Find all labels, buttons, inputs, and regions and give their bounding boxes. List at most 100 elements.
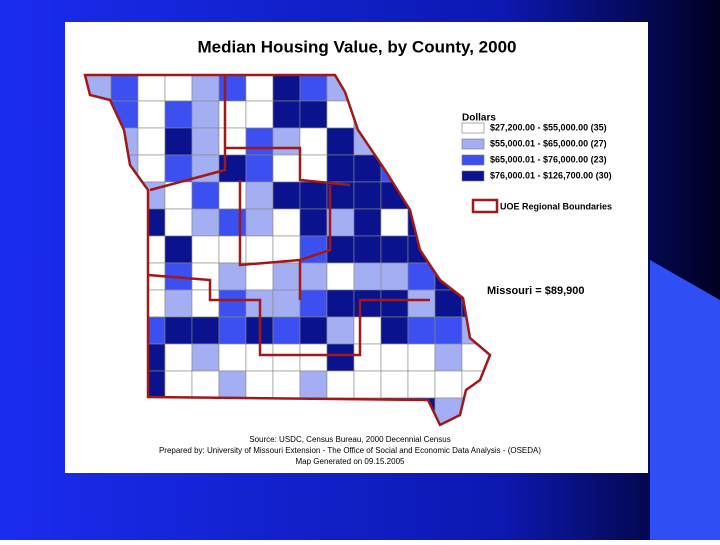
county — [326, 343, 355, 372]
legend-swatch — [461, 122, 485, 134]
region-line — [149, 75, 227, 192]
county — [326, 235, 355, 264]
county — [407, 316, 436, 345]
county — [326, 208, 355, 237]
county — [191, 100, 220, 129]
county — [326, 154, 355, 183]
source-line: Map Generated on 09.15.2005 — [296, 457, 406, 466]
county — [434, 316, 463, 345]
county — [299, 289, 328, 318]
county — [299, 316, 328, 345]
county — [272, 154, 301, 183]
county — [326, 262, 355, 291]
county — [353, 262, 382, 291]
county — [137, 75, 166, 102]
regional-boundaries — [147, 75, 430, 357]
county — [299, 154, 328, 183]
county — [137, 100, 166, 129]
legend-label: $65,000.01 - $76,000.00 (23) — [490, 154, 607, 164]
county — [218, 75, 247, 102]
county — [380, 235, 409, 264]
legend-swatch — [461, 170, 485, 182]
county — [164, 75, 193, 102]
county — [380, 289, 409, 318]
county — [191, 181, 220, 210]
county — [272, 370, 301, 399]
county — [191, 343, 220, 372]
county — [164, 154, 193, 183]
county — [191, 127, 220, 156]
legend: Dollars UOE Regional Boundaries $27,200.… — [461, 113, 612, 214]
county — [245, 75, 274, 102]
county — [164, 181, 193, 210]
county — [272, 235, 301, 264]
county — [326, 289, 355, 318]
county — [353, 208, 382, 237]
county — [353, 316, 382, 345]
county — [272, 289, 301, 318]
county — [218, 262, 247, 291]
county — [164, 208, 193, 237]
map-title: Median Housing Value, by County, 2000 — [198, 37, 517, 56]
county — [218, 289, 247, 318]
legend-label: $76,000.01 - $126,700.00 (30) — [490, 170, 612, 180]
county — [137, 154, 166, 183]
county — [191, 316, 220, 345]
county — [191, 75, 220, 102]
county — [326, 370, 355, 399]
county — [245, 100, 274, 129]
county — [380, 262, 409, 291]
county — [272, 262, 301, 291]
county — [218, 208, 247, 237]
county — [272, 343, 301, 372]
county — [191, 262, 220, 291]
county — [353, 235, 382, 264]
county — [245, 235, 274, 264]
county — [245, 262, 274, 291]
county — [380, 208, 409, 237]
county — [299, 208, 328, 237]
county — [164, 343, 193, 372]
county — [353, 370, 382, 399]
county — [380, 316, 409, 345]
county — [380, 343, 409, 372]
county — [434, 343, 463, 372]
region-line — [225, 146, 351, 187]
county — [299, 181, 328, 210]
county — [353, 181, 382, 210]
county — [164, 100, 193, 129]
legend-boundary-label: UOE Regional Boundaries — [500, 201, 612, 211]
county — [245, 154, 274, 183]
legend-swatch — [461, 154, 485, 166]
county — [218, 127, 247, 156]
county — [299, 127, 328, 156]
county — [218, 181, 247, 210]
county — [326, 316, 355, 345]
county — [353, 289, 382, 318]
legend-title: Dollars — [462, 113, 496, 124]
county — [164, 235, 193, 264]
county — [299, 262, 328, 291]
county — [272, 75, 301, 102]
county — [299, 370, 328, 399]
county — [191, 289, 220, 318]
county — [164, 316, 193, 345]
county — [164, 289, 193, 318]
county — [353, 343, 382, 372]
county — [434, 370, 463, 399]
county — [272, 181, 301, 210]
county — [272, 208, 301, 237]
county — [407, 289, 436, 318]
county — [191, 235, 220, 264]
source-line: Source: USDC, Census Bureau, 2000 Decenn… — [249, 435, 450, 444]
region-line — [147, 273, 430, 357]
county — [272, 316, 301, 345]
county — [137, 127, 166, 156]
county — [191, 370, 220, 399]
county — [299, 75, 328, 102]
legend-label: $55,000.01 - $65,000.00 (27) — [490, 138, 607, 148]
legend-swatch — [461, 138, 485, 150]
county — [245, 208, 274, 237]
county — [245, 127, 274, 156]
